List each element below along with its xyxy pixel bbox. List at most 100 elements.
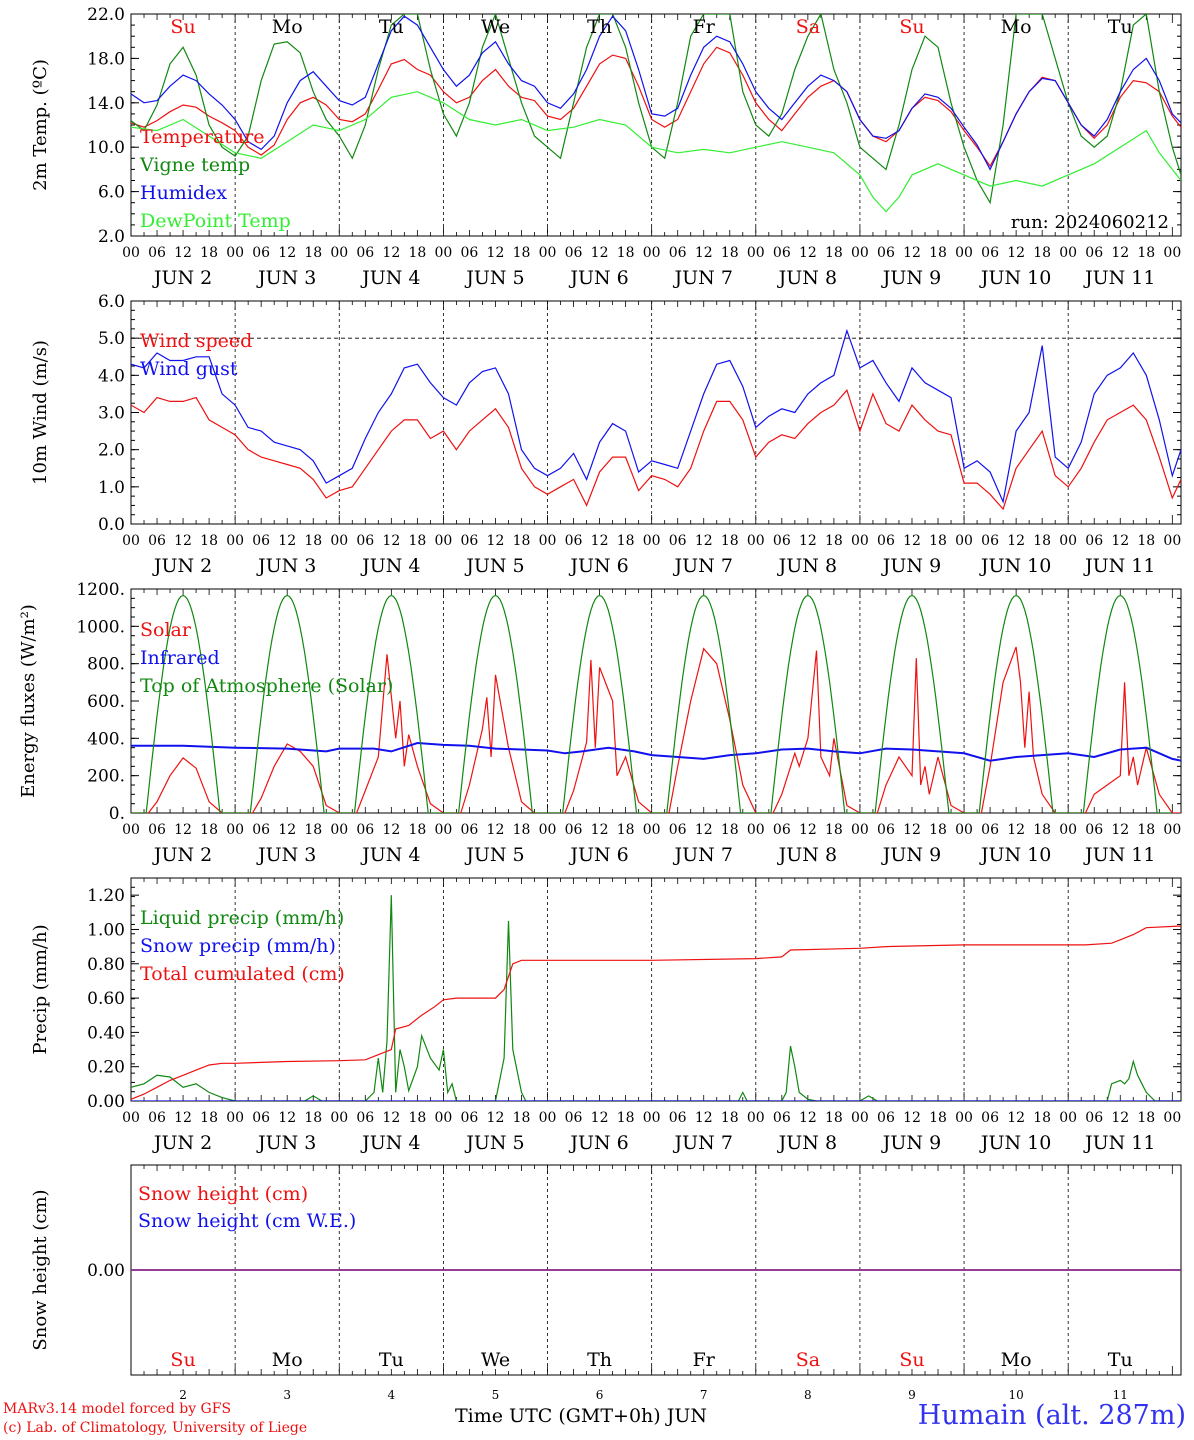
hour-tick-label: 18 (825, 1110, 843, 1126)
weekday-label: Su (899, 16, 924, 38)
day-number-label: 9 (908, 1388, 916, 1402)
day-number-label: 5 (492, 1388, 500, 1402)
series-line-infrared (131, 741, 1181, 762)
y-tick-label: 22.0 (87, 5, 125, 25)
date-label: JUN 8 (777, 1132, 837, 1154)
hour-tick-label: 12 (1111, 822, 1129, 838)
hour-tick-label: 06 (356, 245, 374, 261)
hour-tick-label: 06 (148, 1110, 166, 1126)
series-line-liquid-precip-mm-h- (131, 895, 1181, 1101)
hour-tick-label: 06 (565, 533, 583, 549)
hour-tick-label: 18 (617, 1110, 635, 1126)
hour-tick-label: 12 (278, 822, 296, 838)
hour-tick-label: 06 (981, 1110, 999, 1126)
hour-tick-label: 12 (487, 822, 505, 838)
hour-tick-label: 00 (434, 1110, 452, 1126)
hour-tick-label: 00 (955, 533, 973, 549)
time-axis-label: Time UTC (GMT+0h) JUN (455, 1405, 707, 1427)
legend-entry: Wind gust (140, 358, 238, 380)
hour-tick-label: 06 (773, 245, 791, 261)
hour-tick-label: 00 (226, 1110, 244, 1126)
hour-tick-label: 18 (721, 245, 739, 261)
y-tick-label: 1200. (76, 580, 125, 600)
hour-tick-label: 00 (1059, 533, 1077, 549)
hour-tick-label: 06 (773, 822, 791, 838)
hour-tick-label: 18 (617, 533, 635, 549)
series-line-dewpoint-temp (131, 91, 1181, 213)
series-line-wind-gust (131, 328, 1181, 504)
hour-tick-label: 00 (955, 1110, 973, 1126)
hour-tick-label: 12 (799, 822, 817, 838)
date-label: JUN 11 (1083, 267, 1155, 289)
hour-tick-label: 00 (434, 822, 452, 838)
weekday-label: Sa (796, 16, 820, 38)
hour-tick-label: 06 (461, 822, 479, 838)
hour-tick-label: 12 (487, 245, 505, 261)
day-number-label: 11 (1113, 1388, 1128, 1402)
panel-temperature: 2.0 6.0 10.0 14.0 18.0 22.0 2m Temp. (ºC) Tempe… (30, 5, 1182, 289)
y-tick-label: 0.0 (98, 515, 125, 535)
hour-tick-label: 00 (434, 245, 452, 261)
hour-tick-label: 06 (252, 822, 270, 838)
date-label: JUN 11 (1083, 844, 1155, 866)
legend-entry: Top of Atmosphere (Solar) (140, 675, 393, 697)
date-label: JUN 2 (152, 267, 212, 289)
hour-tick-label: 00 (122, 822, 140, 838)
date-label: JUN 2 (152, 555, 212, 577)
hour-tick-label: 12 (799, 533, 817, 549)
legend-entry: DewPoint Temp (140, 210, 291, 232)
hour-tick-label: 00 (1059, 245, 1077, 261)
hour-tick-label: 18 (513, 245, 531, 261)
hour-tick-label: 00 (226, 533, 244, 549)
hour-tick-label: 06 (981, 245, 999, 261)
hour-tick-label: 00 (330, 822, 348, 838)
date-label: JUN 7 (673, 1132, 733, 1154)
date-label: JUN 5 (464, 267, 524, 289)
date-label: JUN 4 (360, 555, 420, 577)
weekday-label: Tu (379, 16, 404, 38)
weekday-label: Tu (1108, 16, 1133, 38)
y-tick-label: 2.0 (98, 441, 125, 461)
hour-tick-label: 18 (617, 245, 635, 261)
day-number-label: 8 (804, 1388, 812, 1402)
hour-tick-label: 18 (304, 822, 322, 838)
hour-tick-label: 18 (200, 245, 218, 261)
model-credit: MARv3.14 model forced by GFS (3, 1401, 232, 1417)
hour-tick-label: 00 (955, 822, 973, 838)
hour-tick-label: 00 (226, 245, 244, 261)
hour-tick-label: 06 (981, 822, 999, 838)
y-tick-label: 0.20 (87, 1058, 125, 1078)
hour-tick-label: 06 (461, 1110, 479, 1126)
date-label: JUN 11 (1083, 1132, 1155, 1154)
weekday-label: Mo (1001, 1349, 1032, 1371)
hour-tick-label: 00 (539, 533, 557, 549)
hour-tick-label: 18 (825, 245, 843, 261)
y-tick-label: 3.0 (98, 404, 125, 424)
hour-tick-label: 12 (278, 533, 296, 549)
hour-tick-label: 00 (747, 1110, 765, 1126)
hour-tick-label: 06 (461, 245, 479, 261)
date-label: JUN 5 (464, 555, 524, 577)
hour-tick-label: 00 (851, 822, 869, 838)
date-label: JUN 10 (979, 1132, 1051, 1154)
date-label: JUN 11 (1083, 555, 1155, 577)
hour-tick-label: 18 (304, 245, 322, 261)
day-number-label: 2 (179, 1388, 187, 1402)
hour-tick-label: 06 (877, 1110, 895, 1126)
hour-tick-label: 18 (1137, 822, 1155, 838)
legend-entry: Snow height (cm W.E.) (138, 1210, 356, 1232)
hour-tick-label: 12 (382, 822, 400, 838)
date-label: JUN 6 (568, 844, 628, 866)
weekday-label: Th (587, 16, 612, 38)
hour-tick-label: 12 (1111, 1110, 1129, 1126)
hour-tick-label: 12 (174, 1110, 192, 1126)
hour-tick-label: 06 (773, 533, 791, 549)
hour-tick-label: 06 (981, 533, 999, 549)
hour-tick-label: 12 (487, 1110, 505, 1126)
hour-tick-label: 12 (591, 533, 609, 549)
y-tick-label: 0.00 (87, 1092, 125, 1112)
hour-tick-label: 12 (1007, 533, 1025, 549)
hour-tick-label: 06 (877, 245, 895, 261)
date-label: JUN 8 (777, 844, 837, 866)
